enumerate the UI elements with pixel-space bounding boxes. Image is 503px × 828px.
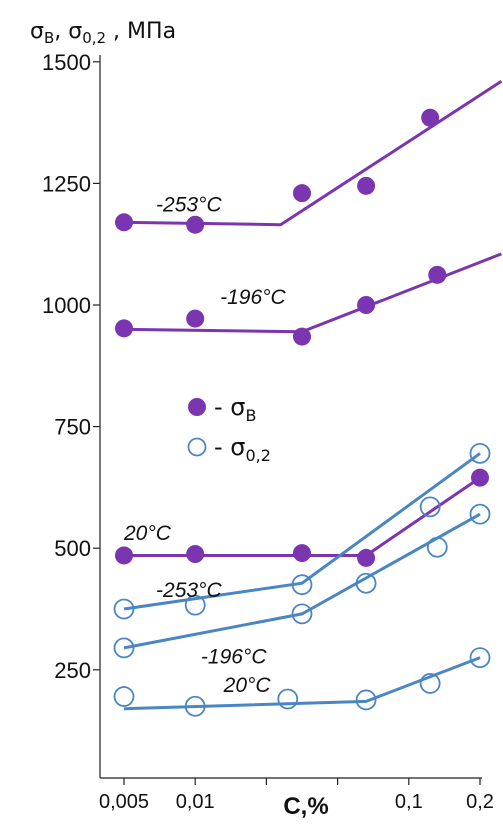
data-point-uts xyxy=(186,545,205,564)
fit-line-uts xyxy=(123,252,502,334)
series-label: 20°C xyxy=(123,522,172,545)
data-point-uts xyxy=(471,468,489,487)
legend-filled-marker xyxy=(188,398,206,416)
data-point-uts xyxy=(293,544,311,563)
data-point-ys xyxy=(184,695,206,717)
series-label: 20°C xyxy=(223,674,272,697)
data-point-ys xyxy=(113,598,135,620)
data-point-uts xyxy=(293,327,311,346)
legend-open-label-sub: 0,2 xyxy=(246,446,271,465)
data-point-uts xyxy=(357,548,376,567)
data-point-uts xyxy=(186,215,205,234)
y-tick-label: 1000 xyxy=(42,293,91,318)
data-point-uts xyxy=(357,296,376,314)
legend-filled-label-text: - σ xyxy=(214,393,246,421)
y-tick-label: 1500 xyxy=(42,50,91,75)
data-point-uts xyxy=(421,108,440,127)
fit-line-ys xyxy=(123,512,481,650)
series-label: -196°C xyxy=(201,645,267,668)
x-tick-label: 0,2 xyxy=(466,791,494,813)
data-point-ys xyxy=(113,686,135,707)
y-axis-title: σB, σ0,2 , МПа xyxy=(30,19,176,47)
data-point-ys xyxy=(277,688,299,710)
data-point-ys xyxy=(355,689,377,711)
y-axis-title-sym1: σ xyxy=(30,19,44,44)
x-tick-label: 0,1 xyxy=(395,791,423,813)
data-point-uts xyxy=(186,309,205,328)
legend-open-label-text: - σ xyxy=(214,433,246,461)
y-tick-label: 1250 xyxy=(42,171,91,196)
y-axis-title-sub2: 0,2 xyxy=(82,29,106,47)
data-point-uts xyxy=(428,265,447,284)
data-points xyxy=(113,108,491,717)
y-tick-label: 750 xyxy=(54,415,91,440)
legend-open-marker xyxy=(187,437,207,457)
data-point-ys xyxy=(469,647,491,669)
y-axis-title-sub1: B xyxy=(44,29,54,47)
data-point-ys xyxy=(113,637,135,659)
series-label: -253°C xyxy=(156,194,222,217)
data-point-ys xyxy=(426,536,448,558)
data-point-uts xyxy=(293,184,311,203)
y-tick-label: 500 xyxy=(54,536,91,561)
data-point-ys xyxy=(469,442,491,464)
data-point-ys xyxy=(419,496,441,518)
data-point-uts xyxy=(115,213,133,232)
data-point-uts xyxy=(115,546,133,565)
y-axis-title-sym2: σ xyxy=(68,19,82,44)
data-point-ys xyxy=(419,673,441,694)
x-tick-label: 0,01 xyxy=(176,791,215,813)
series-annotations: -253°C -196°C 20°C -253°C -196°C 20°C xyxy=(123,194,287,698)
x-axis-title: C,% xyxy=(283,793,328,820)
axes xyxy=(93,55,482,785)
legend-open-label: - σ0,2 xyxy=(214,433,271,465)
fit-line-ys xyxy=(123,452,481,611)
series-label: -253°C xyxy=(156,579,222,602)
legend: - σB - σ0,2 xyxy=(187,393,271,465)
fit-line-ys xyxy=(123,656,481,711)
data-point-ys xyxy=(469,503,491,525)
fit-line-uts xyxy=(123,80,503,227)
data-point-ys xyxy=(291,574,313,596)
data-point-ys xyxy=(291,603,313,625)
data-point-uts xyxy=(357,176,376,195)
legend-filled-label: - σB xyxy=(214,393,256,425)
y-tick-label: 250 xyxy=(54,658,91,683)
data-point-uts xyxy=(115,319,133,338)
data-point-ys xyxy=(184,594,206,616)
data-point-ys xyxy=(355,572,377,594)
y-axis-title-unit: , МПа xyxy=(106,19,176,44)
legend-filled-label-sub: B xyxy=(246,406,257,425)
fit-lines xyxy=(123,80,503,711)
tick-labels: 250 500 750 1000 1250 1500 0,005 0,01 0,1 0,2 xyxy=(42,50,494,813)
series-label: -196°C xyxy=(220,286,286,309)
x-tick-label: 0,005 xyxy=(99,791,149,813)
y-axis-title-sep: , xyxy=(54,19,68,44)
